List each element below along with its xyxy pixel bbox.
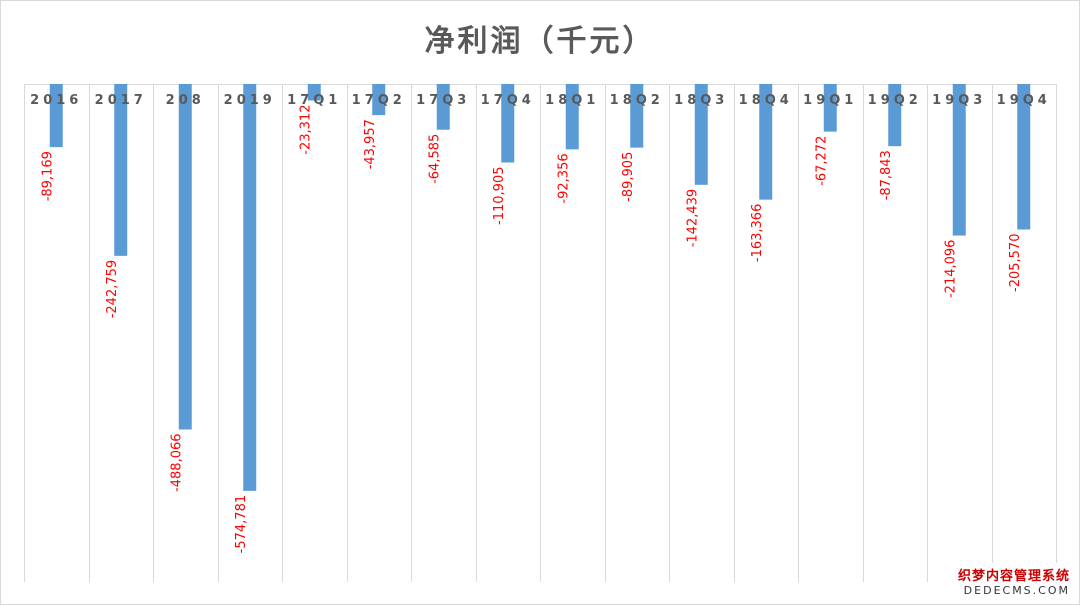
data-label: -214,096 <box>944 240 959 298</box>
bar-17Q3 <box>436 84 450 130</box>
bar-19Q4 <box>1017 84 1031 230</box>
bar-18Q4 <box>759 84 773 200</box>
category-label: 17Q4 <box>481 93 535 108</box>
category-label: 18Q2 <box>610 93 664 108</box>
data-label: -92,356 <box>557 153 572 203</box>
category-label: 2017 <box>95 93 147 108</box>
data-label: -163,366 <box>750 204 765 262</box>
bar-208 <box>178 84 192 430</box>
data-label: -89,905 <box>621 152 636 202</box>
data-label: -574,781 <box>234 495 249 553</box>
data-label: -64,585 <box>428 134 443 184</box>
watermark-url: DEDECMS.COM <box>963 584 1070 597</box>
watermark: 织梦内容管理系统 DEDECMS.COM <box>953 563 1074 599</box>
data-label: -488,066 <box>170 433 185 491</box>
data-label: -23,312 <box>299 105 314 155</box>
bar-18Q3 <box>694 84 708 185</box>
category-label: 19Q4 <box>997 93 1051 108</box>
data-label: -43,957 <box>363 119 378 169</box>
data-label: -110,905 <box>492 167 507 225</box>
data-label: -242,759 <box>105 260 120 318</box>
bar-19Q3 <box>952 84 966 236</box>
category-label: 17Q2 <box>352 93 406 108</box>
bar-18Q1 <box>565 84 579 150</box>
bar-2019 <box>243 84 257 491</box>
bar-2017 <box>114 84 128 256</box>
data-label: -89,169 <box>41 151 56 201</box>
category-label: 17Q1 <box>287 93 341 108</box>
chart-title: 净利润（千元） <box>424 24 656 59</box>
watermark-text: 织梦内容管理系统 <box>957 569 1070 584</box>
bar-17Q1 <box>307 84 321 101</box>
data-label: -87,843 <box>879 150 894 200</box>
bar-18Q2 <box>630 84 644 148</box>
bar-19Q2 <box>888 84 902 147</box>
category-label: 17Q3 <box>416 93 470 108</box>
bar-2016 <box>49 84 63 148</box>
data-label: -205,570 <box>1008 234 1023 292</box>
bar-19Q1 <box>823 84 837 132</box>
data-label: -142,439 <box>686 189 701 247</box>
category-label: 19Q2 <box>868 93 922 108</box>
category-label: 19Q1 <box>803 93 857 108</box>
bar-17Q4 <box>501 84 515 163</box>
category-label: 2019 <box>224 93 276 108</box>
bar-17Q2 <box>372 84 386 116</box>
category-label: 2016 <box>30 93 82 108</box>
category-label: 18Q4 <box>739 93 793 108</box>
category-label: 18Q3 <box>674 93 728 108</box>
category-label: 18Q1 <box>545 93 599 108</box>
data-label: -67,272 <box>815 136 830 186</box>
category-label: 19Q3 <box>932 93 986 108</box>
category-label: 208 <box>166 93 205 108</box>
